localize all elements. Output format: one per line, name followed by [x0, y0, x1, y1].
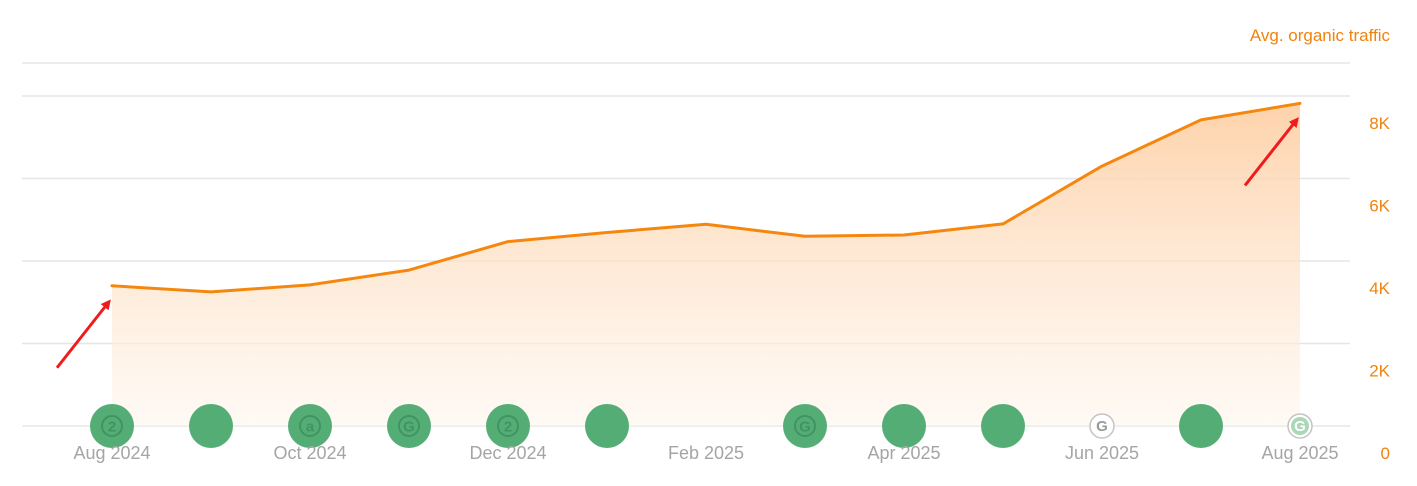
event-marker-filled[interactable]	[585, 404, 629, 448]
y-axis-title: Avg. organic traffic	[1250, 26, 1391, 45]
event-marker-filled[interactable]: 2	[90, 404, 134, 448]
event-marker-circle	[387, 404, 431, 448]
event-marker-circle	[288, 404, 332, 448]
event-marker-circle	[783, 404, 827, 448]
x-tick-label: Aug 2024	[73, 443, 150, 463]
event-marker-filled[interactable]	[189, 404, 233, 448]
event-marker-ring	[398, 415, 420, 437]
event-marker-filled[interactable]: a	[288, 404, 332, 448]
event-marker-circle	[1089, 413, 1115, 439]
event-marker-circle	[189, 404, 233, 448]
y-tick-label: 6K	[1369, 197, 1390, 216]
traffic-line	[110, 101, 1302, 294]
x-tick-label: Jun 2025	[1065, 443, 1139, 463]
event-marker-ring	[497, 415, 519, 437]
event-marker-filled[interactable]	[1179, 404, 1223, 448]
event-marker-glyph: 2	[108, 419, 116, 436]
annotations	[55, 117, 1299, 369]
event-marker-glyph: G	[403, 419, 415, 436]
event-marker-ring	[794, 415, 816, 437]
event-marker-glyph: a	[306, 419, 315, 436]
red-arrow-annotation	[1243, 117, 1299, 187]
x-tick-label: Aug 2025	[1261, 443, 1338, 463]
area-fill-layer	[112, 103, 1300, 427]
event-marker-circle	[90, 404, 134, 448]
event-marker-outline[interactable]: G	[1089, 413, 1115, 439]
y-tick-label: 8K	[1369, 114, 1390, 133]
event-marker-filled[interactable]: G	[387, 404, 431, 448]
event-marker-circle	[882, 404, 926, 448]
y-tick-label: 2K	[1369, 362, 1390, 381]
event-marker-ring	[299, 415, 321, 437]
x-tick-label: Apr 2025	[867, 443, 940, 463]
event-marker-filled[interactable]	[981, 404, 1025, 448]
event-marker-glyph: G	[1096, 418, 1108, 435]
traffic-area	[112, 103, 1300, 427]
event-marker-circle	[585, 404, 629, 448]
event-marker-filled[interactable]	[882, 404, 926, 448]
event-marker-circle	[1179, 404, 1223, 448]
red-arrow-annotation	[55, 299, 111, 369]
y-tick-label: 4K	[1369, 279, 1390, 298]
event-marker-circle	[486, 404, 530, 448]
x-tick-label: Feb 2025	[668, 443, 744, 463]
event-markers: 2 a G 2 G G G	[90, 404, 1313, 448]
event-marker-glyph: G	[1294, 418, 1306, 435]
y-tick-label: 0	[1381, 444, 1390, 463]
line-layer	[110, 101, 1302, 294]
event-marker-light[interactable]: G	[1287, 413, 1313, 439]
event-marker-filled[interactable]: 2	[486, 404, 530, 448]
event-marker-glyph: G	[799, 419, 811, 436]
x-tick-label: Oct 2024	[273, 443, 346, 463]
event-marker-ring	[101, 415, 123, 437]
x-axis: Aug 2024 Oct 2024 Dec 2024 Feb 2025 Apr 2025…	[73, 443, 1338, 463]
event-marker-glyph: 2	[504, 419, 512, 436]
y-axis: 0 2K 4K 6K 8K	[1369, 114, 1390, 463]
event-marker-filled[interactable]: G	[783, 404, 827, 448]
event-marker-circle	[981, 404, 1025, 448]
event-marker-inner	[1291, 417, 1309, 435]
x-tick-label: Dec 2024	[469, 443, 546, 463]
